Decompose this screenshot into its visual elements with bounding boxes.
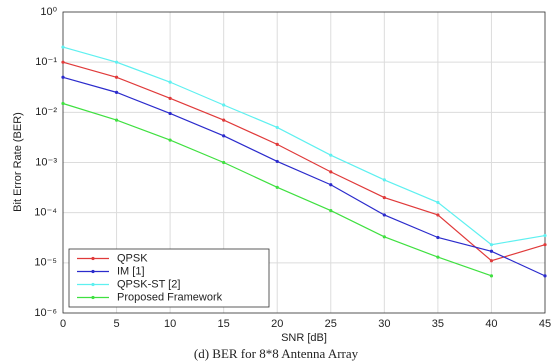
point [114, 60, 119, 64]
point [168, 138, 172, 142]
legend-marker [91, 282, 95, 287]
y-tick-label: 10⁻⁴ [34, 207, 57, 219]
point [61, 60, 65, 64]
point [382, 235, 386, 239]
series-line [62, 46, 546, 246]
point [275, 185, 279, 189]
point [61, 101, 65, 106]
point [436, 235, 440, 240]
point [329, 208, 333, 213]
point [543, 233, 547, 238]
x-tick-label: 10 [164, 318, 176, 330]
x-tick-label: 45 [539, 318, 551, 330]
point [489, 249, 494, 253]
y-tick-label: 10⁻⁶ [34, 307, 57, 319]
legend-label: QPSK [117, 252, 148, 264]
x-tick-label: 30 [378, 318, 390, 330]
point [436, 213, 440, 217]
point [61, 45, 65, 49]
x-axis-label: SNR [dB] [281, 332, 327, 344]
x-tick-label: 40 [485, 318, 497, 330]
point [382, 195, 386, 200]
legend-label: QPSK-ST [2] [117, 278, 180, 290]
point [329, 153, 333, 157]
point [114, 118, 119, 122]
point [222, 103, 226, 107]
legend-label: IM [1] [117, 265, 145, 277]
point [382, 213, 386, 217]
y-tick-label: 10⁰ [40, 6, 57, 18]
y-tick-label: 10⁻³ [35, 156, 57, 168]
point [543, 274, 547, 278]
point [436, 200, 440, 205]
plot-frame [62, 11, 546, 314]
point [543, 243, 547, 247]
point [222, 134, 226, 138]
legend-marker [91, 269, 95, 274]
y-tick-label: 10⁻² [35, 106, 57, 118]
legend-marker [91, 295, 95, 300]
x-tick-label: 15 [218, 318, 230, 330]
point [222, 118, 226, 122]
point [114, 75, 119, 79]
x-tick-label: 5 [113, 318, 119, 330]
point [436, 255, 440, 259]
series-line [62, 61, 546, 262]
x-tick-label: 0 [60, 318, 66, 330]
point [489, 259, 494, 263]
x-tick-label: 20 [271, 318, 283, 330]
point [382, 178, 386, 182]
point [168, 111, 172, 116]
caption: (d) BER for 8*8 Antenna Array [194, 346, 359, 361]
point [329, 183, 333, 187]
point [114, 90, 119, 94]
point [222, 160, 226, 165]
point [168, 80, 172, 84]
legend-marker [91, 256, 95, 261]
point [275, 142, 279, 146]
legend-label: Proposed Framework [117, 291, 223, 303]
series-line [62, 76, 546, 277]
y-axis-label: Bit Error Rate (BER) [12, 112, 24, 212]
point [275, 125, 279, 130]
y-tick-label: 10⁻¹ [35, 56, 57, 68]
point [168, 96, 172, 100]
y-tick-label: 10⁻⁵ [34, 257, 57, 269]
x-tick-label: 35 [432, 318, 444, 330]
point [61, 75, 65, 79]
x-tick-label: 25 [325, 318, 337, 330]
point [275, 159, 279, 164]
point [329, 170, 333, 174]
point [489, 243, 494, 247]
point [489, 274, 494, 278]
